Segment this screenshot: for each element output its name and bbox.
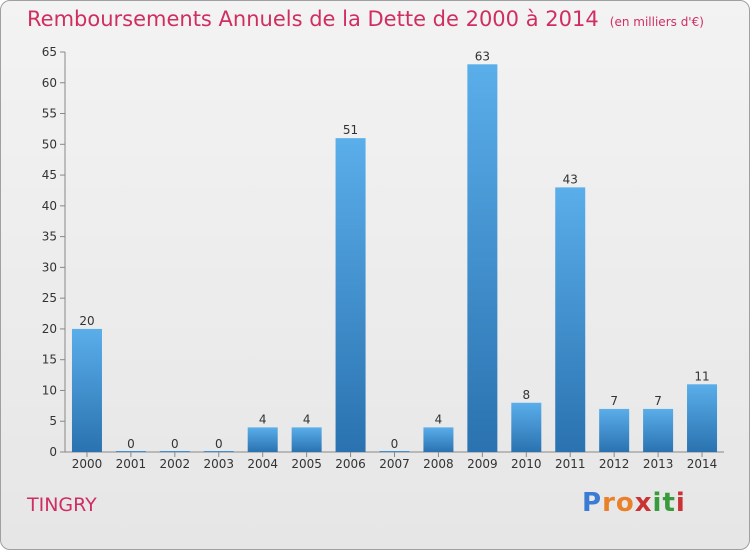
bar [71,328,102,452]
y-tick-label: 55 [42,107,57,121]
x-tick-label: 2006 [335,457,366,471]
bar [379,451,410,452]
y-tick-label: 50 [42,137,57,151]
x-tick-label: 2007 [379,457,410,471]
y-tick-label: 25 [42,291,57,305]
logo-letter: P [582,488,603,518]
data-label: 20 [79,314,94,328]
x-tick-label: 2003 [203,457,234,471]
data-label: 0 [171,437,179,451]
proxiti-logo: Proxiti [582,488,686,518]
logo-letter: i [652,488,663,518]
logo-letter: r [602,488,616,518]
y-tick-label: 60 [42,76,57,90]
bar [115,451,146,452]
data-label: 4 [435,412,443,426]
y-tick-label: 10 [42,383,57,397]
data-label: 4 [259,412,267,426]
data-label: 51 [343,123,358,137]
x-tick-label: 2014 [687,457,718,471]
x-tick-label: 2001 [116,457,147,471]
bar [159,451,190,452]
x-tick-label: 2002 [160,457,191,471]
x-tick-label: 2012 [599,457,630,471]
logo-letter: x [634,488,653,518]
bar [467,64,498,453]
bar [555,187,586,452]
logo-letter: i [675,488,686,518]
y-tick-label: 40 [42,199,57,213]
y-tick-label: 15 [42,353,57,367]
bar [643,408,674,452]
x-tick-label: 2011 [555,457,586,471]
bar [247,427,278,452]
x-tick-label: 2009 [467,457,498,471]
bar [291,427,322,452]
y-tick-label: 0 [49,445,57,459]
title-block: Remboursements Annuels de la Dette de 20… [27,7,704,31]
data-label: 0 [391,437,399,451]
x-tick-label: 2005 [291,457,322,471]
y-tick-label: 65 [42,45,57,59]
y-tick-label: 20 [42,322,57,336]
y-tick-label: 45 [42,168,57,182]
x-tick-label: 2010 [511,457,542,471]
data-label: 43 [563,172,578,186]
y-tick-label: 30 [42,260,57,274]
logo-letter: o [615,488,635,518]
bar [423,427,454,452]
bar [335,138,366,452]
x-tick-label: 2004 [247,457,278,471]
y-tick-label: 35 [42,230,57,244]
bar [687,384,718,452]
chart-title: Remboursements Annuels de la Dette de 20… [27,7,599,31]
data-label: 11 [694,369,709,383]
data-label: 7 [654,394,662,408]
x-tick-label: 2008 [423,457,454,471]
data-label: 8 [522,388,530,402]
data-label: 0 [215,437,223,451]
x-tick-label: 2000 [72,457,103,471]
y-tick-label: 5 [49,414,57,428]
data-label: 63 [475,49,490,63]
logo-letter: t [662,488,676,518]
unit-note: (en milliers d'€) [609,15,704,29]
data-label: 7 [610,394,618,408]
data-label: 0 [127,437,135,451]
bar [203,451,234,452]
town-name: TINGRY [27,494,97,516]
x-tick-label: 2013 [643,457,674,471]
data-label: 4 [303,412,311,426]
bar [511,402,542,452]
bar [599,408,630,452]
